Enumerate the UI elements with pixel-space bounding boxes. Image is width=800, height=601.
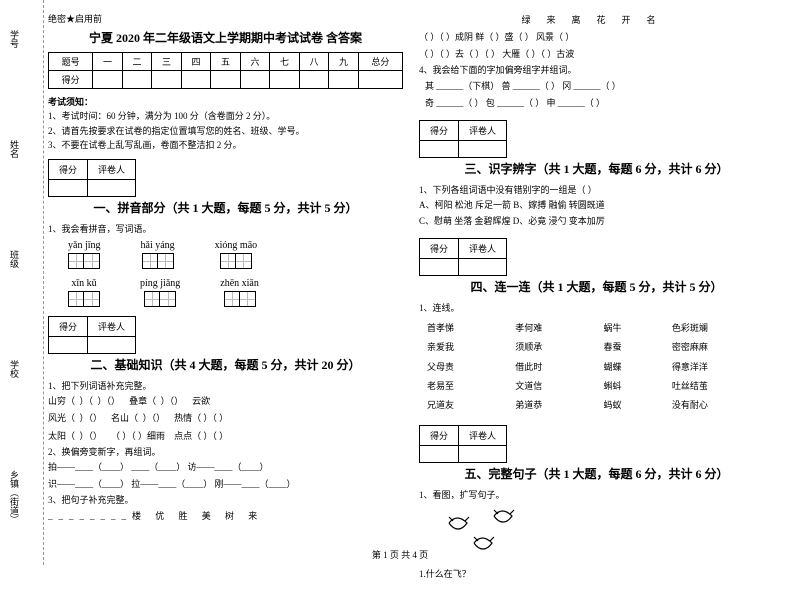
binding-field-id: 学号 xyxy=(8,30,21,48)
score-table: 题号 一 二 三 四 五 六 七 八 九 总分 得分 xyxy=(48,52,403,89)
pinyin-row-1: yǎn jīng hǎi yáng xióng māo xyxy=(68,240,403,272)
q51: 1、看图，扩写句子。 xyxy=(419,488,774,502)
q22-line: 识——____（____） 拉——____（____） 刚——____（____… xyxy=(48,476,403,493)
right-column: 绿来离花开名 （ ）（ ）成阴 鲜（ ）盛（ ） 风景（ ） （ ）（ ）去（ … xyxy=(419,12,774,581)
char-header: 绿来离花开名 xyxy=(419,12,774,29)
r1-line: （ ）（ ）去（ ）（ ） 大雁（ ）（ ）古波 xyxy=(419,46,774,63)
note-line: 2、请首先按要求在试卷的指定位置填写您的姓名、班级、学号。 xyxy=(48,124,403,138)
section5-title: 五、完整句子（共 1 大题，每题 6 分，共计 6 分） xyxy=(419,465,774,482)
score-head: 题号 xyxy=(49,53,93,71)
page-footer: 第 1 页 共 4 页 xyxy=(0,548,800,561)
pinyin-block: xióng māo xyxy=(215,240,258,272)
score-col: 三 xyxy=(152,53,182,71)
score-col: 五 xyxy=(211,53,241,71)
page-content: 绝密★启用前 宁夏 2020 年二年级语文上学期期中考试试卷 含答案 题号 一 … xyxy=(0,0,800,601)
score-col: 总分 xyxy=(358,53,402,71)
grade-box: 得分评卷人 xyxy=(48,316,136,354)
q41: 1、连线。 xyxy=(419,301,774,315)
score-col: 九 xyxy=(329,53,359,71)
q22-line: 拍——____（____） ____（____） 访——____（____） xyxy=(48,459,403,476)
score-row2: 得分 xyxy=(49,71,93,89)
q21: 1、把下列词语补充完整。 xyxy=(48,379,403,393)
q1-text: 1、我会看拼音，写词语。 xyxy=(48,222,403,236)
notes-title: 考试须知： xyxy=(48,95,403,109)
q23-line: ________楼 优 胜 美 树 来 xyxy=(48,508,403,525)
fill-line: 太阳（ ）（） （ ）（ ）细雨 点点（ ）（ ） xyxy=(48,428,403,445)
pinyin-block: xīn kǔ xyxy=(68,278,100,310)
score-col: 八 xyxy=(299,53,329,71)
grade-box: 得分评卷人 xyxy=(419,120,507,158)
exam-title: 宁夏 2020 年二年级语文上学期期中考试试卷 含答案 xyxy=(48,29,403,46)
q23: 3、把句子补充完整。 xyxy=(48,493,403,507)
q51-sub: 1.什么在飞？ xyxy=(419,567,774,581)
fill-line: 山穷（ ）（ ）（） 叠章（ ）（） 云欲 xyxy=(48,393,403,410)
note-line: 3、不要在试卷上乱写乱画，卷面不整洁扣 2 分。 xyxy=(48,138,403,152)
opt-line: A、柯阳 松池 斥足一箭 B、嫁搏 融偷 转圆既道 xyxy=(419,197,774,213)
note-line: 1、考试时间：60 分钟，满分为 100 分（含卷面分 2 分）。 xyxy=(48,109,403,123)
score-col: 二 xyxy=(122,53,152,71)
pair-line: 奇 ______（ ） 包 ______（ ） 申 ______（ ） xyxy=(425,95,774,112)
binding-field-class: 班级 xyxy=(8,250,21,268)
score-col: 一 xyxy=(93,53,123,71)
grade-box: 得分评卷人 xyxy=(419,238,507,276)
pinyin-block: píng jiǎng xyxy=(140,278,180,310)
section3-title: 三、识字辨字（共 1 大题，每题 6 分，共计 6 分） xyxy=(419,160,774,177)
q4: 4、我会给下面的字加偏旁组字并组词。 xyxy=(419,63,774,77)
opt-line: C、慰萌 坐落 金碧辉煌 D、必竟 浸勺 变本加厉 xyxy=(419,213,774,229)
binding-field-town: 乡镇（街道） xyxy=(8,470,21,524)
pinyin-block: hǎi yáng xyxy=(141,240,175,272)
section2-title: 二、基础知识（共 4 大题，每题 5 分，共计 20 分） xyxy=(48,356,403,373)
pinyin-row-2: xīn kǔ píng jiǎng zhēn xiān xyxy=(68,278,403,310)
score-col: 七 xyxy=(270,53,300,71)
r1-line: （ ）（ ）成阴 鲜（ ）盛（ ） 风景（ ） xyxy=(419,29,774,46)
pinyin-block: zhēn xiān xyxy=(220,278,259,310)
connect-table: 首孝悌孝何难蜗牛色彩斑斓 亲爱我须顺承春蚕密密麻麻 父母责借此时蝴蝶得意洋洋 老… xyxy=(419,318,774,416)
left-column: 绝密★启用前 宁夏 2020 年二年级语文上学期期中考试试卷 含答案 题号 一 … xyxy=(48,12,403,581)
secret-label: 绝密★启用前 xyxy=(48,12,403,25)
q31: 1、下列各组词语中没有错别字的一组是（ ） xyxy=(419,183,774,197)
pinyin-block: yǎn jīng xyxy=(68,240,101,272)
section1-title: 一、拼音部分（共 1 大题，每题 5 分，共计 5 分） xyxy=(48,199,403,216)
q22: 2、换偏旁变新字，再组词。 xyxy=(48,445,403,459)
grade-box: 得分评卷人 xyxy=(48,159,136,197)
section4-title: 四、连一连（共 1 大题，每题 5 分，共计 5 分） xyxy=(419,278,774,295)
binding-field-school: 学校 xyxy=(8,360,21,378)
binding-strip: 学号 姓名 班级 学校 乡镇（街道） xyxy=(0,0,44,565)
score-col: 六 xyxy=(240,53,270,71)
pair-line: 其 ______（下棋） 兽 ______（ ） 冈 ______（ ） xyxy=(425,78,774,95)
fill-line: 风光（ ）（） 名山（ ）（） 热情（ ）（ ） xyxy=(48,410,403,427)
binding-field-name: 姓名 xyxy=(8,140,21,158)
grade-box: 得分评卷人 xyxy=(419,425,507,463)
score-col: 四 xyxy=(181,53,211,71)
exam-notes: 考试须知： 1、考试时间：60 分钟，满分为 100 分（含卷面分 2 分）。 … xyxy=(48,95,403,153)
